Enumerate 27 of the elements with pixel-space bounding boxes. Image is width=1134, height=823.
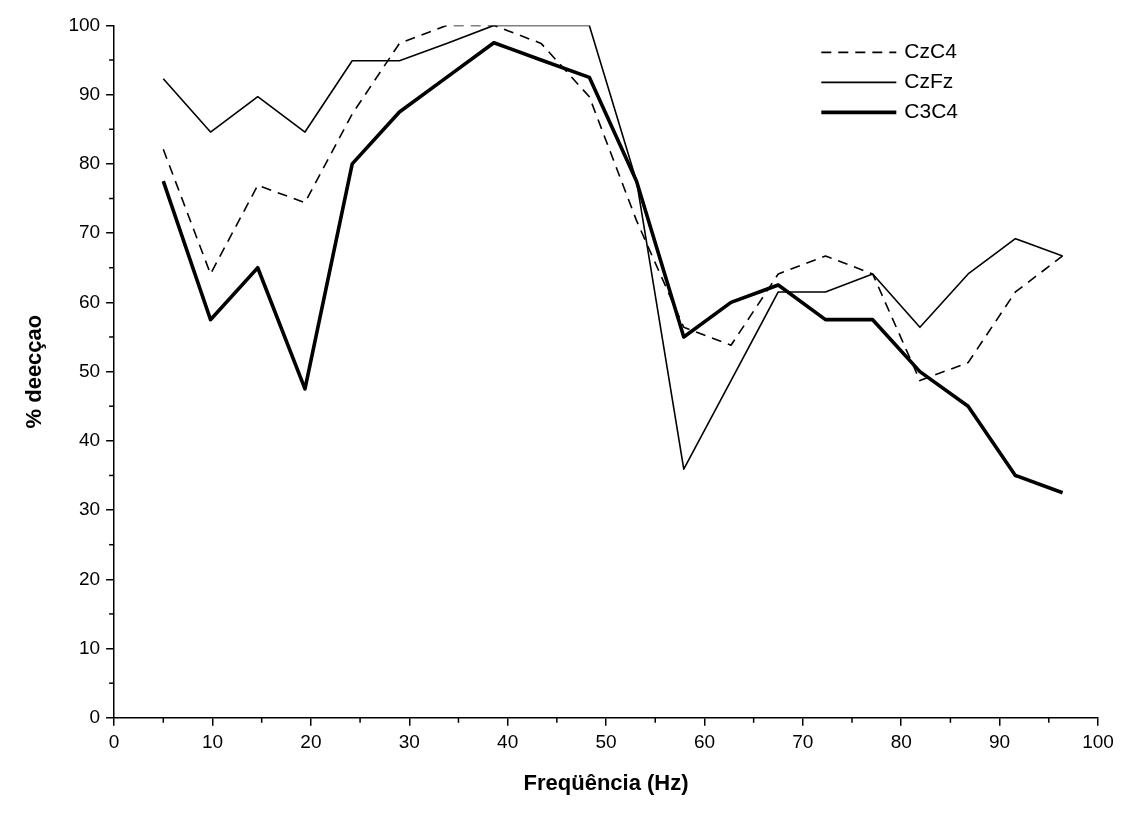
legend-label: CzFz	[904, 69, 954, 93]
x-tick-label: 30	[398, 731, 420, 753]
y-tick-label: 60	[78, 290, 101, 312]
y-axis-title: % deecçao	[21, 314, 47, 429]
x-tick-label: 20	[300, 731, 322, 753]
y-tick-label: 100	[68, 13, 101, 35]
y-tick-label: 10	[78, 636, 101, 658]
y-tick-label: 80	[78, 152, 101, 174]
x-axis-title: Freqüência (Hz)	[523, 769, 689, 795]
y-tick-label: 50	[78, 359, 101, 381]
legend-label: C3C4	[904, 99, 959, 123]
x-tick-label: 90	[989, 731, 1011, 753]
x-tick-label: 50	[595, 731, 617, 753]
x-tick-label: 100	[1082, 731, 1114, 753]
x-tick-label: 60	[693, 731, 716, 753]
y-tick-label: 90	[78, 82, 101, 104]
x-tick-label: 80	[890, 731, 912, 753]
x-tick-label: 10	[201, 731, 224, 753]
y-tick-label: 0	[89, 706, 101, 728]
y-tick-label: 40	[78, 429, 101, 451]
y-tick-label: 30	[78, 498, 101, 520]
y-tick-label: 70	[78, 221, 101, 243]
x-tick-label: 0	[108, 731, 120, 753]
x-tick-label: 40	[497, 731, 519, 753]
y-tick-label: 20	[78, 567, 101, 589]
legend-label: CzC4	[904, 39, 958, 63]
x-tick-label: 70	[792, 731, 814, 753]
